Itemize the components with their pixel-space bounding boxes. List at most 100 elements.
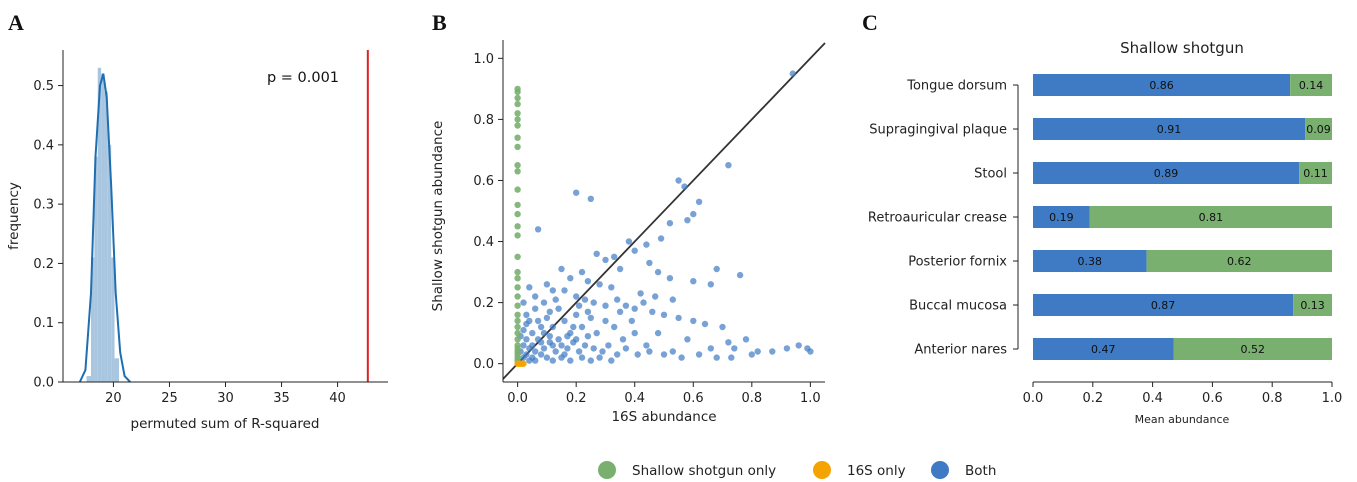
stacked-bar-segment bbox=[1173, 338, 1332, 360]
segment-value-label: 0.91 bbox=[1157, 123, 1182, 136]
scatter-point bbox=[789, 70, 796, 77]
histogram-bar bbox=[101, 73, 105, 382]
scatter-point bbox=[520, 342, 527, 349]
scatter-point bbox=[675, 177, 682, 184]
legend-label-shallow-only: Shallow shotgun only bbox=[632, 463, 776, 479]
scatter-point bbox=[622, 302, 630, 309]
scatter-point bbox=[523, 320, 530, 328]
scatter-point bbox=[555, 336, 562, 343]
x-tick-label-b: 0.4 bbox=[624, 391, 645, 406]
scatter-point bbox=[543, 281, 551, 288]
scatter-point bbox=[561, 351, 568, 358]
scatter-point bbox=[564, 345, 571, 352]
scatter-point bbox=[646, 348, 653, 355]
histogram-bar bbox=[91, 257, 95, 382]
x-tick-label-a: 40 bbox=[329, 391, 346, 406]
scatter-point bbox=[681, 183, 688, 190]
scatter-point bbox=[514, 110, 521, 117]
scatter-point bbox=[546, 308, 553, 315]
scatter-point bbox=[514, 275, 521, 282]
scatter-point bbox=[622, 345, 630, 352]
scatter-point bbox=[514, 232, 521, 239]
scatter-point bbox=[526, 345, 533, 352]
scatter-point bbox=[514, 323, 521, 331]
scatter-point bbox=[783, 345, 791, 352]
x-tick-label-a: 30 bbox=[217, 391, 234, 406]
scatter-point bbox=[654, 329, 662, 337]
scatter-point bbox=[514, 293, 521, 300]
scatter-point bbox=[690, 278, 697, 285]
legend-label-both: Both bbox=[965, 463, 996, 479]
scatter-point bbox=[514, 134, 521, 141]
scatter-point bbox=[514, 100, 521, 108]
scatter-point bbox=[514, 268, 521, 276]
segment-value-label: 0.11 bbox=[1303, 167, 1328, 180]
stacked-bar-segment bbox=[1033, 338, 1174, 360]
scatter-point bbox=[570, 323, 577, 331]
x-axis-label-b: 16S abundance bbox=[611, 409, 716, 425]
y-tick-label-a: 0.3 bbox=[33, 198, 54, 213]
scatter-point bbox=[649, 308, 656, 315]
scatter-point bbox=[514, 223, 521, 230]
scatter-point bbox=[514, 88, 521, 96]
y-tick-label-a: 0.5 bbox=[33, 79, 54, 94]
scatter-point bbox=[608, 284, 615, 291]
stacked-bar-segment bbox=[1033, 74, 1291, 96]
scatter-point bbox=[614, 296, 621, 303]
panel-c-stacked-bars: Shallow shotgun 0.86 0.14 0.91 0.09 0.89 0.11… bbox=[868, 39, 1342, 426]
scatter-point bbox=[587, 314, 594, 322]
y-tick-label-b: 0.2 bbox=[473, 296, 494, 311]
category-label: Retroauricular crease bbox=[868, 211, 1007, 226]
scatter-point bbox=[523, 311, 530, 318]
scatter-point bbox=[555, 305, 562, 312]
panel-b-scatter: 0.0 0.2 0.4 0.6 0.8 1.0 0.0 0.2 0.4 0.6 0.8 1.0 16… bbox=[430, 40, 826, 425]
scatter-point bbox=[520, 326, 527, 334]
scatter-point bbox=[587, 195, 594, 202]
scatter-point bbox=[549, 287, 556, 294]
scatter-point bbox=[520, 354, 527, 361]
scatter-point bbox=[590, 299, 597, 306]
scatter-point bbox=[514, 284, 521, 291]
scatter-point bbox=[558, 342, 565, 349]
y-tick-label-a: 0.4 bbox=[33, 138, 54, 153]
scatter-point bbox=[652, 293, 659, 300]
scatter-point bbox=[514, 302, 521, 309]
scatter-point bbox=[643, 241, 650, 248]
panel-letter-a: A bbox=[8, 10, 24, 35]
y-tick-label-b: 0.4 bbox=[473, 235, 494, 250]
scatter-point bbox=[575, 302, 583, 309]
scatter-point bbox=[514, 162, 521, 169]
segment-value-label: 0.89 bbox=[1154, 167, 1179, 180]
scatter-point bbox=[616, 308, 624, 315]
scatter-point bbox=[660, 351, 668, 358]
scatter-point bbox=[742, 336, 750, 343]
histogram-bar bbox=[94, 156, 98, 382]
x-tick-label-c: 0.0 bbox=[1023, 391, 1044, 406]
scatter-point bbox=[807, 348, 814, 355]
scatter-point bbox=[540, 329, 548, 337]
scatter-point bbox=[634, 351, 641, 358]
stacked-bar-segment bbox=[1293, 294, 1332, 316]
segment-value-label: 0.38 bbox=[1078, 255, 1103, 268]
scatter-point bbox=[514, 336, 521, 343]
x-tick-label-b: 0.2 bbox=[566, 391, 587, 406]
x-tick-label-c: 0.4 bbox=[1142, 391, 1163, 406]
scatter-point bbox=[660, 311, 668, 318]
scatter-point bbox=[573, 336, 580, 343]
segment-value-label: 0.86 bbox=[1149, 79, 1174, 92]
scatter-point bbox=[731, 345, 738, 352]
stacked-bar-segment bbox=[1033, 162, 1300, 184]
segment-value-label: 0.47 bbox=[1091, 343, 1116, 356]
identity-line bbox=[502, 42, 826, 380]
x-tick-label-a: 25 bbox=[161, 391, 178, 406]
scatter-point bbox=[587, 357, 594, 364]
scatter-point bbox=[573, 293, 580, 300]
scatter-point bbox=[549, 357, 556, 364]
scatter-point bbox=[540, 345, 548, 352]
stacked-bar-segment bbox=[1033, 118, 1306, 140]
legend-marker-16s-only bbox=[813, 461, 831, 479]
scatter-point bbox=[736, 271, 744, 279]
histogram-bar bbox=[111, 257, 115, 382]
scatter-point bbox=[567, 357, 574, 364]
scatter-point bbox=[532, 348, 539, 355]
